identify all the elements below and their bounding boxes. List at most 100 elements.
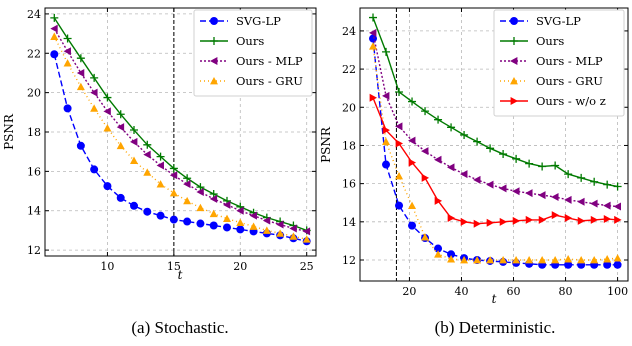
data-point (421, 107, 430, 116)
data-point (130, 137, 138, 146)
data-point (460, 130, 469, 139)
data-point (183, 196, 192, 205)
data-point (50, 50, 59, 59)
data-point (369, 13, 378, 22)
ticks-a: 10 15 20 25 12 14 16 18 20 22 24 (27, 8, 316, 273)
data-point (222, 200, 231, 209)
data-point (63, 59, 72, 67)
y-tick-label: 18 (27, 126, 41, 139)
data-point (116, 141, 125, 150)
data-point (577, 173, 586, 182)
data-point (196, 219, 205, 228)
data-point (499, 217, 508, 226)
data-point (525, 215, 534, 224)
data-point (196, 188, 204, 197)
data-point (525, 256, 534, 264)
data-point (156, 211, 165, 220)
y-tick-label: 12 (342, 254, 356, 267)
data-point (460, 170, 468, 179)
data-point (382, 91, 390, 100)
subplot-b: 20 40 60 80 100 12 14 16 18 20 22 24 t PSNR SVG-LP O… (319, 7, 629, 306)
data-point (236, 225, 245, 234)
data-point (590, 199, 598, 208)
data-point (169, 164, 178, 173)
data-point (90, 73, 99, 82)
data-point (421, 233, 430, 241)
data-point (613, 260, 622, 269)
data-point (236, 218, 245, 226)
legend-label: Ours - MLP (236, 54, 303, 68)
data-point (116, 110, 125, 119)
y-tick-label: 16 (27, 165, 41, 178)
data-point (289, 232, 298, 240)
data-point (460, 217, 469, 226)
data-point (512, 187, 520, 196)
data-point (551, 256, 560, 264)
data-point (538, 256, 547, 264)
data-point (183, 180, 191, 189)
legend-marker (210, 77, 218, 85)
y-tick-label: 20 (342, 101, 356, 114)
legend-label: Ours - GRU (236, 74, 303, 88)
x-tick-label: 10 (100, 260, 114, 273)
data-point (209, 194, 218, 203)
data-point (577, 216, 586, 225)
data-point (382, 126, 391, 135)
x-tick-label: 15 (167, 260, 181, 273)
data-point (499, 150, 508, 159)
legend-label: Ours (536, 34, 564, 48)
legend-marker (210, 57, 218, 65)
caption-b: (b) Deterministic. (435, 318, 556, 337)
data-point (395, 139, 404, 148)
y-tick-label: 24 (342, 25, 356, 38)
data-point (447, 214, 456, 222)
data-point (473, 219, 482, 228)
data-point (382, 137, 391, 146)
data-point (63, 47, 71, 56)
data-point (276, 220, 284, 229)
y-tick-label: 14 (27, 205, 41, 218)
data-point (196, 183, 205, 192)
data-point (590, 215, 599, 224)
data-point (50, 13, 59, 22)
legend-label: Ours - w/o z (536, 94, 606, 108)
data-point (50, 32, 59, 40)
data-point (564, 170, 573, 179)
data-point (512, 154, 521, 163)
data-point (408, 136, 416, 145)
data-point (116, 193, 125, 202)
data-point (236, 206, 244, 215)
data-point (538, 191, 546, 200)
data-point (130, 201, 139, 210)
y-tick-label: 20 (27, 87, 41, 100)
data-point (486, 144, 495, 153)
data-point (613, 202, 621, 211)
subplot-a: 10 15 20 25 12 14 16 18 20 22 24 t PSNR SVG-LP Ours… (2, 7, 317, 282)
data-point (486, 218, 495, 227)
y-tick-label: 18 (342, 139, 356, 152)
data-point (209, 221, 218, 230)
data-point (90, 104, 99, 112)
data-point (169, 171, 178, 180)
data-point (103, 182, 112, 191)
legend-marker (210, 17, 218, 25)
legend-b: SVG-LP Ours Ours - MLP Ours - GRU Ours - w/o… (493, 9, 625, 117)
data-point (408, 201, 417, 209)
legend-label: SVG-LP (536, 14, 581, 28)
data-point (143, 168, 152, 176)
legend-marker (510, 97, 518, 105)
legend-box (193, 9, 313, 97)
x-tick-label: 100 (607, 285, 628, 298)
data-point (603, 255, 612, 263)
data-point (434, 155, 442, 164)
data-point (447, 123, 456, 132)
data-point (369, 28, 377, 37)
legend-label: Ours - GRU (536, 74, 603, 88)
data-point (196, 203, 205, 212)
data-point (395, 201, 404, 210)
data-point (447, 250, 456, 259)
data-point (289, 224, 297, 233)
y-axis-label-a: PSNR (2, 113, 16, 150)
data-point (434, 250, 443, 258)
data-point (499, 256, 508, 264)
